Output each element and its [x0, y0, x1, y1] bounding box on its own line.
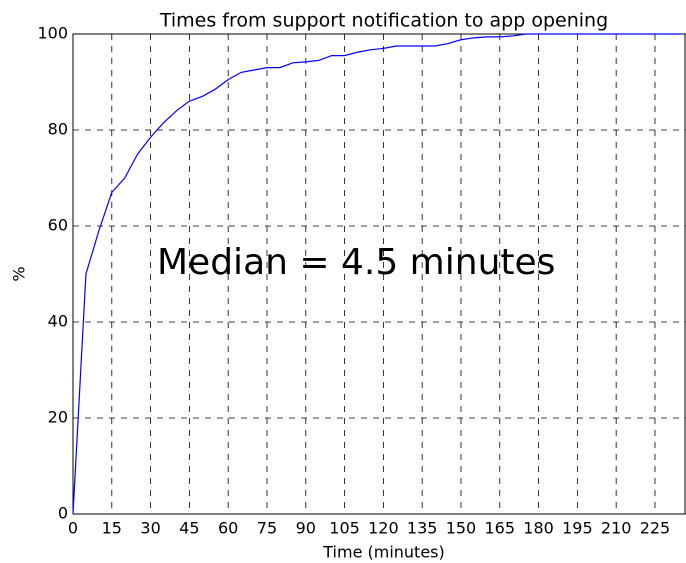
annotation: Median = 4.5 minutes — [157, 242, 555, 283]
plot-frame — [72, 33, 686, 515]
y-tick-label: 40 — [48, 312, 68, 331]
x-tick-label: 45 — [179, 519, 199, 538]
x-tick-label: 90 — [296, 519, 316, 538]
y-tick-label: 100 — [37, 24, 68, 43]
chart-title: Times from support notification to app o… — [159, 10, 608, 32]
x-tick-label: 120 — [368, 519, 399, 538]
x-tick-label: 225 — [640, 519, 671, 538]
y-tick-label: 0 — [58, 504, 68, 523]
x-axis-label: Time (minutes) — [322, 543, 445, 562]
x-tick-label: 30 — [140, 519, 160, 538]
x-tick-label: 165 — [484, 519, 515, 538]
x-tick-label: 60 — [218, 519, 238, 538]
data-line — [72, 33, 681, 515]
x-tick-label: 15 — [102, 519, 122, 538]
x-tick-label: 0 — [68, 519, 78, 538]
x-tick-label: 105 — [329, 519, 360, 538]
x-tick-label: 135 — [407, 519, 438, 538]
y-axis-label: % — [10, 266, 29, 281]
x-tick-label: 75 — [257, 519, 277, 538]
y-tick-label: 20 — [48, 408, 68, 427]
x-tick-label: 195 — [562, 519, 593, 538]
y-tick-label: 60 — [48, 216, 68, 235]
y-tick-label: 80 — [48, 120, 68, 139]
x-tick-label: 180 — [523, 519, 554, 538]
x-tick-label: 150 — [446, 519, 477, 538]
x-tick-label: 210 — [601, 519, 632, 538]
